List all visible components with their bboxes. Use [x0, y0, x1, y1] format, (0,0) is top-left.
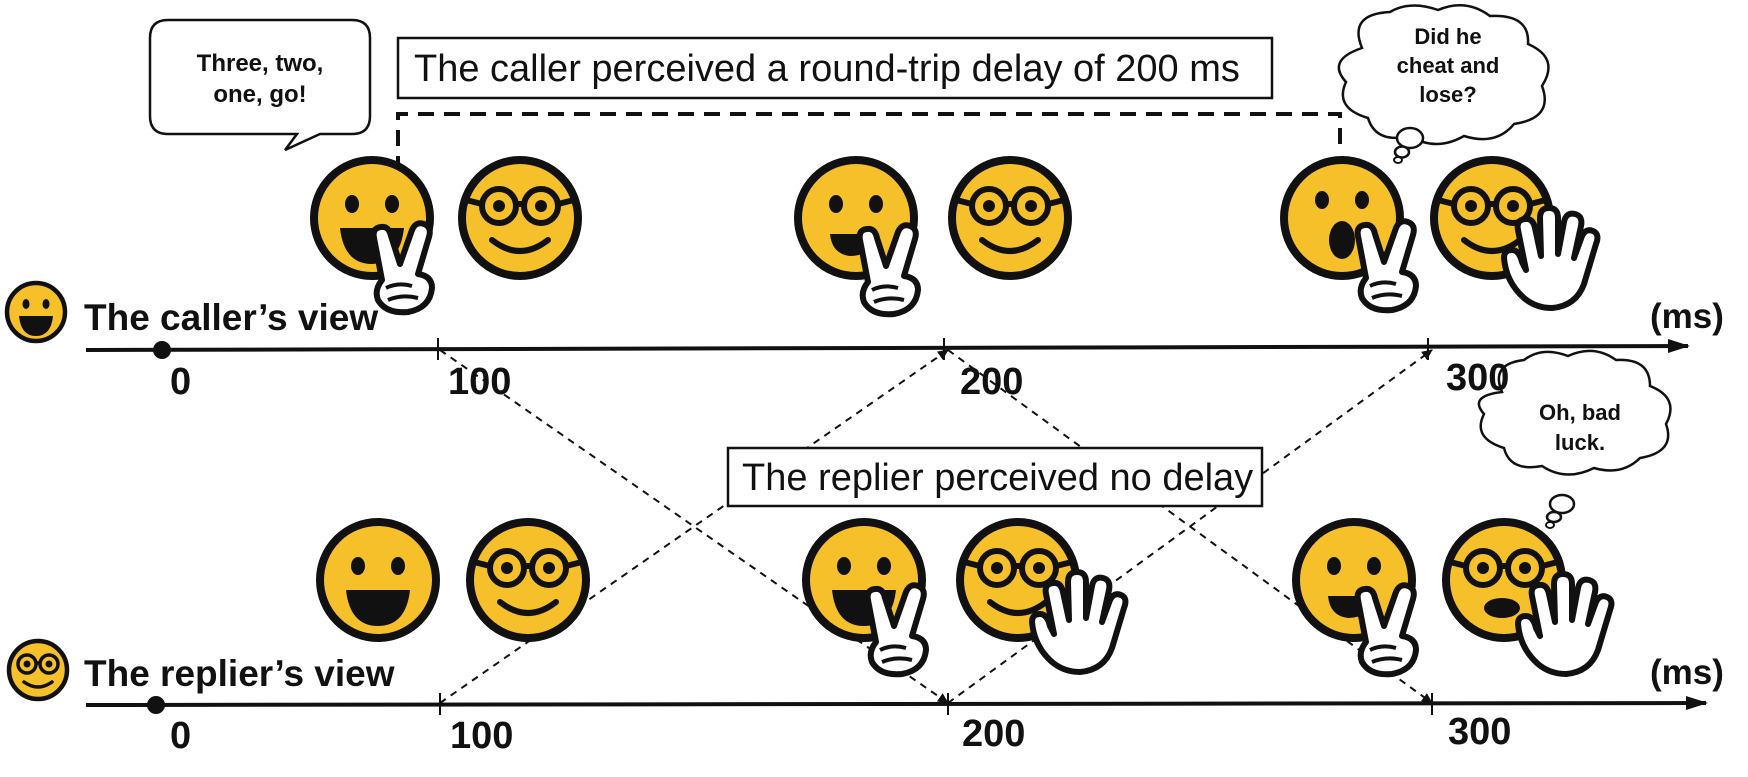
caller-tick-label-0: 0 — [170, 361, 191, 403]
thought-top-line-3: lose? — [1419, 82, 1476, 107]
caller-mini-face-icon — [7, 283, 65, 341]
speech-bubble: Three, two, one, go! — [148, 18, 372, 152]
replier-mini-face-icon — [9, 641, 67, 699]
message-arrows — [439, 349, 1433, 704]
replier-view-label: The replier’s view — [84, 653, 395, 694]
caller-tick-label-300: 300 — [1446, 357, 1509, 399]
caller-origin-dot — [153, 341, 171, 359]
speech-bubble-line-2: one, go! — [213, 81, 306, 108]
caller-view-label: The caller’s view — [84, 297, 378, 338]
replier-face-100 — [462, 160, 578, 276]
round-trip-bracket — [396, 112, 1342, 172]
caller-face-100-replier — [320, 522, 436, 638]
replier-axis — [85, 696, 1708, 711]
replier-origin-dot — [147, 696, 165, 714]
caller-view-faces — [314, 160, 1597, 314]
replier-delay-label: The replier perceived no delay — [742, 457, 1253, 499]
wave-hand-icon — [1504, 208, 1597, 308]
replier-view-faces — [320, 522, 1611, 674]
caller-tick-label-200: 200 — [960, 361, 1023, 403]
thought-top-line-1: Did he — [1414, 24, 1481, 49]
replier-tick-label-300: 300 — [1448, 711, 1511, 753]
replier-tick-label-200: 200 — [962, 713, 1025, 755]
replier-unit-label: (ms) — [1650, 653, 1724, 692]
replier-tick-label-100: 100 — [450, 715, 513, 757]
caller-timeline: The caller’s view (ms) 0 100 200 300 — [7, 283, 1724, 403]
replier-timeline: The replier’s view (ms) 0 100 200 300 — [9, 641, 1724, 757]
arrow-replier-200-to-caller-300 — [947, 349, 1433, 704]
thought-bottom-line-1: Oh, bad — [1539, 400, 1621, 425]
caller-delay-box: The caller perceived a round-trip delay … — [396, 36, 1274, 100]
replier-face-100-replier — [470, 522, 586, 638]
thought-top-line-2: cheat and — [1397, 53, 1500, 78]
replier-tick-label-0: 0 — [170, 715, 191, 757]
thought-bottom-line-2: luck. — [1555, 430, 1605, 455]
replier-delay-box: The replier perceived no delay — [726, 446, 1264, 508]
caller-delay-label: The caller perceived a round-trip delay … — [414, 48, 1240, 90]
replier-face-200 — [952, 160, 1068, 276]
caller-unit-label: (ms) — [1650, 297, 1724, 336]
thought-cloud-top: Did he cheat and lose? — [1337, 3, 1550, 164]
caller-tick-label-100: 100 — [448, 361, 511, 403]
thought-cloud-bottom: Oh, bad luck. — [1477, 349, 1672, 529]
caller-axis — [85, 339, 1690, 354]
wave-hand-icon — [1032, 572, 1125, 672]
wave-hand-icon — [1518, 574, 1611, 674]
speech-bubble-line-1: Three, two, — [197, 50, 324, 77]
